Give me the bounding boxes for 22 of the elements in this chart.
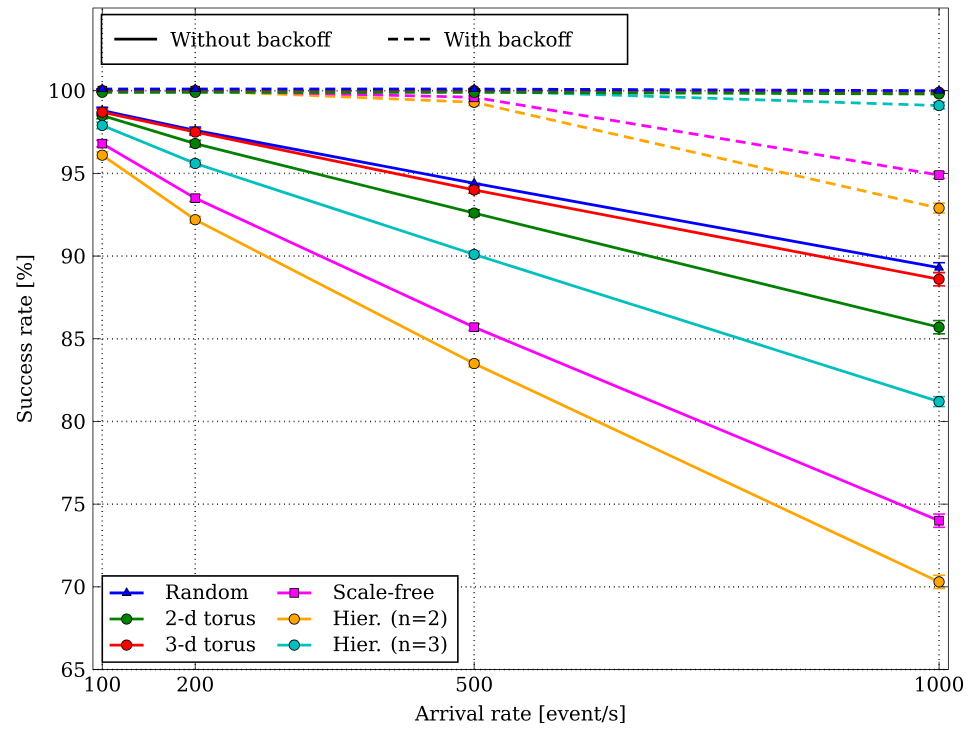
y-tick-label: 80 (62, 414, 85, 430)
x-axis-title: Arrival rate [event/s] (414, 706, 625, 724)
legend-label: Random (166, 584, 248, 600)
annotation: Without backoff (170, 32, 332, 48)
x-tick-label: 500 (456, 676, 492, 692)
legend-label: Hier. (n=2) (334, 610, 446, 628)
x-tick-label: 100 (86, 676, 120, 692)
annotation: With backoff (444, 32, 573, 48)
y-axis-title: Success rate [%] (16, 256, 34, 422)
y-tick-label: 85 (62, 331, 84, 347)
x-tick-label: 200 (178, 676, 213, 692)
y-tick-label: 100 (50, 83, 85, 98)
y-tick-label: 75 (62, 497, 84, 512)
y-tick-label: 65 (62, 662, 84, 678)
legend-label: Hier. (n=3) (334, 636, 446, 655)
x-tick-label: 1000 (916, 676, 964, 692)
y-tick-label: 90 (62, 248, 85, 264)
legend-label: 3-d torus (166, 636, 255, 652)
legend-label: 2-d torus (166, 610, 255, 626)
y-tick-label: 70 (62, 580, 85, 595)
y-tick-label: 95 (62, 166, 84, 182)
legend-label: Scale-free (334, 584, 434, 600)
